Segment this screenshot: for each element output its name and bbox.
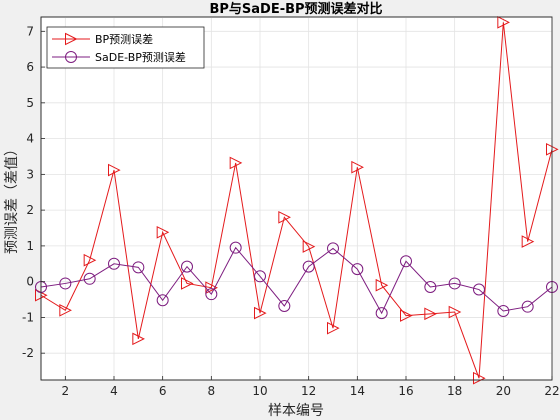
series-layer <box>35 16 559 385</box>
series-1-point <box>254 306 267 320</box>
series-2-point <box>424 281 437 294</box>
x-tick-label: 18 <box>447 384 462 398</box>
series-2-point <box>59 277 72 290</box>
chart-title: BP与SaDE-BP预测误差对比 <box>209 1 382 17</box>
series-2-point <box>448 277 461 290</box>
legend-box <box>46 26 205 69</box>
series-2-point <box>327 242 339 255</box>
y-tick-label: -2 <box>22 346 34 360</box>
series-1-point <box>83 253 97 267</box>
legend-label: SaDE-BP预测误差 <box>95 50 186 64</box>
y-tick-label: 0 <box>26 275 34 289</box>
series-1-point <box>424 307 437 321</box>
series-2-point <box>400 255 412 268</box>
legend-label: BP预测误差 <box>95 32 153 46</box>
series-2-point <box>473 283 485 296</box>
y-tick-label: -1 <box>22 310 34 324</box>
y-tick-label: 1 <box>26 239 34 253</box>
y-tick-label: 3 <box>26 167 34 181</box>
y-axis-label: 预测误差（差值） <box>4 142 20 254</box>
series-1-point <box>108 163 121 177</box>
series-1-point <box>327 321 340 335</box>
series-2-point <box>375 307 388 320</box>
legend-swatch-marker <box>65 51 77 63</box>
plot-area <box>40 16 553 381</box>
series-1-line <box>40 22 553 379</box>
x-tick-label: 2 <box>62 384 70 398</box>
x-axis-label: 样本编号 <box>268 403 324 419</box>
series-2-point <box>278 299 291 312</box>
series-2-point <box>521 300 534 313</box>
series-2-point <box>205 288 218 301</box>
y-tick-label: 6 <box>26 60 34 74</box>
series-2-point <box>108 257 120 270</box>
x-tick-label: 14 <box>350 384 365 398</box>
x-tick-label: 6 <box>159 384 167 398</box>
series-1-point <box>156 225 170 239</box>
legend-swatch-marker <box>65 32 78 46</box>
series-2-point <box>229 241 242 254</box>
x-tick-label: 20 <box>496 384 511 398</box>
series-1-point <box>497 16 510 29</box>
series-2-point <box>254 270 266 283</box>
legend: BP预测误差 SaDE-BP预测误差 <box>46 26 205 69</box>
series-2 <box>35 241 558 320</box>
series-2-point <box>132 261 145 274</box>
series-2-line <box>40 246 553 315</box>
x-tick-label: 8 <box>208 384 216 398</box>
series-1-point <box>473 371 486 385</box>
series-2-point <box>497 304 510 317</box>
plot-frame <box>40 16 553 381</box>
x-tick-label: 22 <box>544 384 559 398</box>
series-1-point <box>278 210 291 224</box>
y-tick-label: 5 <box>26 96 34 110</box>
series-1-point <box>181 277 194 290</box>
y-tick-label: 7 <box>26 24 34 38</box>
x-tick-label: 12 <box>301 384 316 398</box>
x-tick-label: 16 <box>398 384 413 398</box>
series-1-point <box>132 332 145 346</box>
series-2-point <box>156 294 169 307</box>
y-tick-label: 2 <box>26 203 34 217</box>
series-1-point <box>400 309 413 322</box>
series-1-point <box>351 160 364 174</box>
series-1-point <box>302 240 316 253</box>
series-2-point <box>83 272 96 285</box>
series-2-point <box>302 260 315 273</box>
series-1-point <box>229 156 243 170</box>
series-2-point <box>351 263 364 276</box>
series-2-point <box>181 260 193 273</box>
x-tick-label: 4 <box>110 384 118 398</box>
x-tick-label: 10 <box>252 384 267 398</box>
y-tick-label: 4 <box>26 132 34 146</box>
series-1-point <box>521 235 535 248</box>
series-1-point <box>375 278 389 292</box>
series-1-point <box>448 305 462 319</box>
series-1-point <box>59 303 72 317</box>
